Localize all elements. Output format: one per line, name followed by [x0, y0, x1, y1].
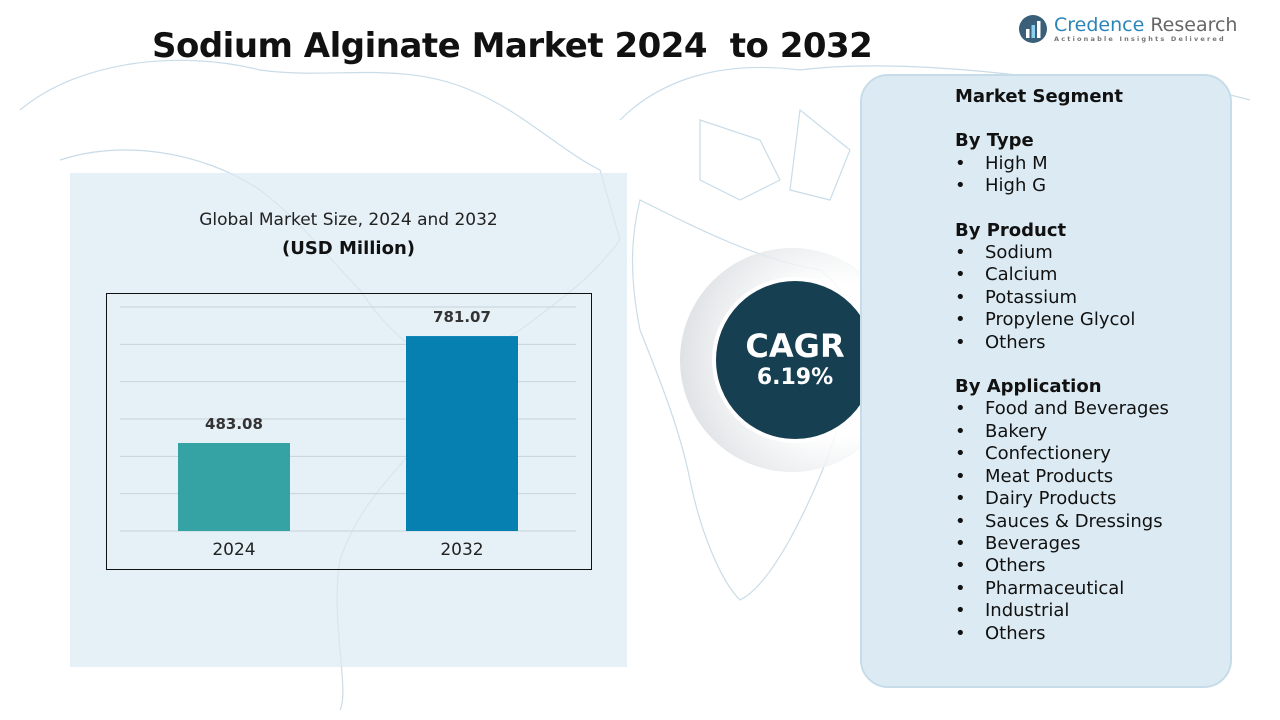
segment-item: Food and Beverages — [955, 398, 1169, 421]
segment-item: Sauces & Dressings — [955, 511, 1169, 534]
segment-item: Pharmaceutical — [955, 578, 1169, 601]
segment-item: Confectionery — [955, 443, 1169, 466]
segment-item: Others — [955, 332, 1169, 355]
segment-item: Others — [955, 623, 1169, 646]
logo-tagline: Actionable Insights Delivered — [1054, 35, 1226, 43]
segment-group: By ProductSodiumCalciumPotassiumPropylen… — [955, 219, 1169, 355]
segment-item: Propylene Glycol — [955, 309, 1169, 332]
chart-frame — [106, 293, 592, 570]
segment-item: Bakery — [955, 421, 1169, 444]
segment-group-title: By Application — [955, 376, 1102, 398]
cagr-badge: CAGR 6.19% — [712, 277, 878, 443]
chart-unit: (USD Million) — [281, 238, 415, 259]
logo-bar-chart-icon — [1019, 15, 1047, 43]
page-title: Sodium Alginate Market 2024 to 2032 — [152, 26, 873, 66]
segment-items: High MHigh G — [955, 153, 1169, 198]
segment-item: Meat Products — [955, 466, 1169, 489]
market-segment-list: Market Segment By TypeHigh MHigh G By Pro… — [955, 86, 1169, 645]
segment-item: Sodium — [955, 242, 1169, 265]
segment-items: SodiumCalciumPotassiumPropylene GlycolOt… — [955, 242, 1169, 354]
segment-item: Dairy Products — [955, 488, 1169, 511]
credence-research-logo: Credence Research Actionable Insights De… — [1018, 14, 1237, 44]
data-label-2024: 483.08 — [205, 415, 263, 433]
logo-name-part2: Research — [1144, 14, 1238, 36]
logo-name-part1: Credence — [1054, 14, 1145, 36]
x-tick-label-2024: 2024 — [212, 540, 255, 560]
market-size-bar-chart: 483.08 2024 781.07 2032 — [120, 306, 576, 560]
segment-item: High M — [955, 153, 1169, 176]
segment-item: Potassium — [955, 287, 1169, 310]
segment-heading: Market Segment — [955, 86, 1123, 107]
chart-title: Global Market Size, 2024 and 2032 — [199, 210, 498, 230]
data-label-2032: 781.07 — [433, 308, 491, 326]
cagr-label: CAGR — [745, 327, 845, 365]
segment-item: High G — [955, 175, 1169, 198]
segment-item: Industrial — [955, 600, 1169, 623]
segment-item: Calcium — [955, 264, 1169, 287]
segment-item: Beverages — [955, 533, 1169, 556]
bar-2032 — [406, 336, 518, 531]
cagr-value: 6.19% — [756, 365, 834, 390]
segment-item: Others — [955, 555, 1169, 578]
x-tick-label-2032: 2032 — [440, 540, 483, 560]
market-size-panel — [70, 173, 627, 667]
segment-items: Food and BeveragesBakeryConfectioneryMea… — [955, 398, 1169, 646]
bar-2024 — [178, 443, 290, 531]
segment-group-title: By Type — [955, 130, 1034, 152]
segment-group: By TypeHigh MHigh G — [955, 130, 1169, 198]
segment-group: By ApplicationFood and BeveragesBakeryCo… — [955, 376, 1169, 645]
segment-group-title: By Product — [955, 219, 1067, 241]
logo-name: Credence Research — [1054, 15, 1237, 35]
